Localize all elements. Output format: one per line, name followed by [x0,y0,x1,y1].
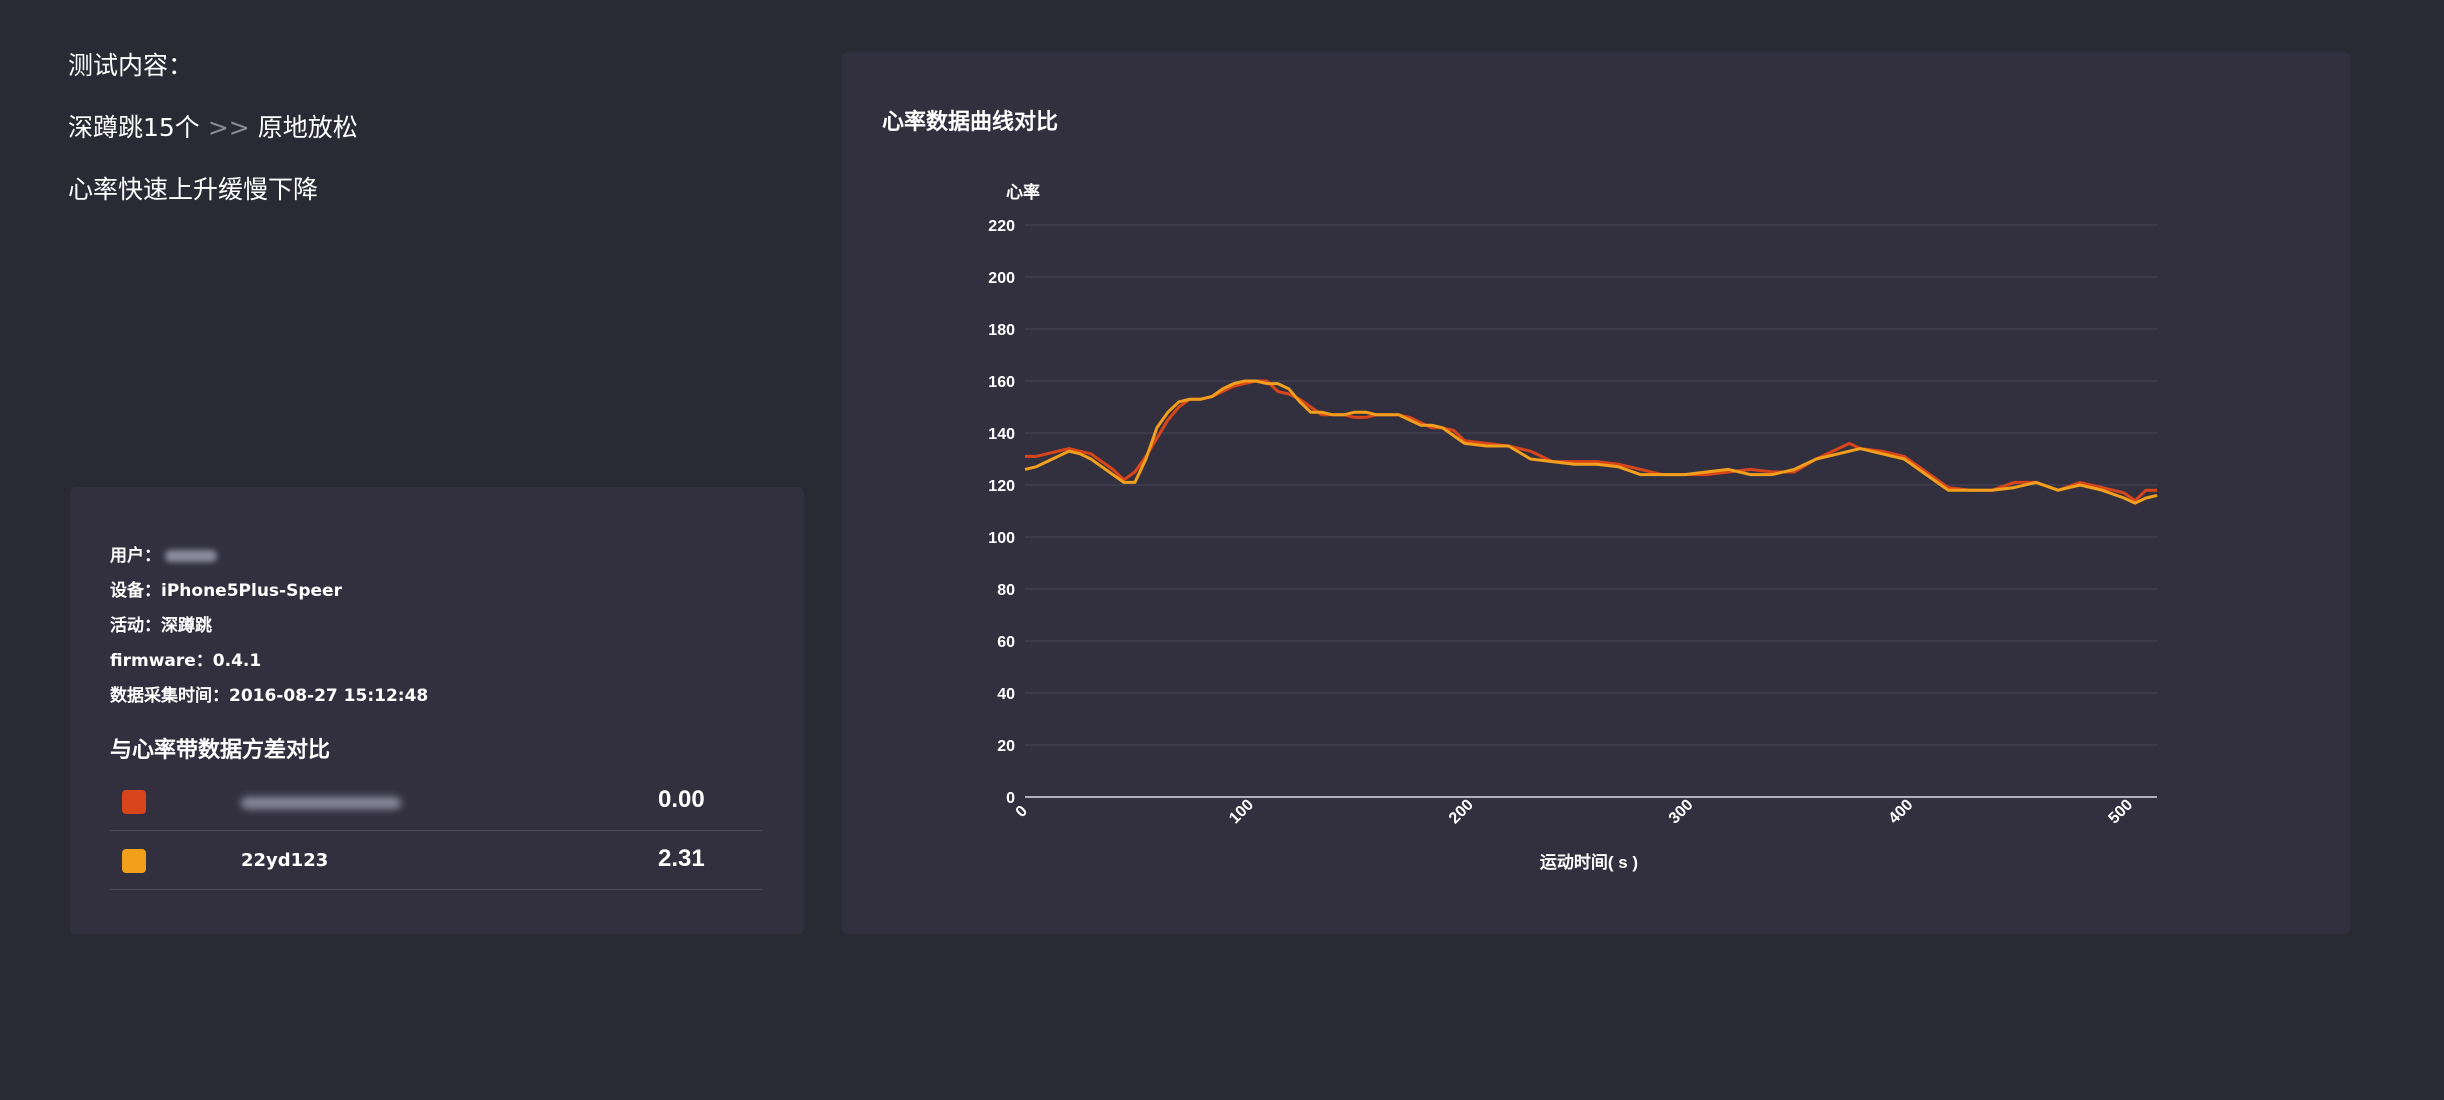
heart-rate-chart: 0 20 40 60 80 100 120 140 160 180 200 220 0 100 200 300… [988,182,2158,872]
user-name-redacted [165,550,217,562]
series-color-swatch [122,849,146,873]
user-label: 用户： [110,546,161,566]
variance-table: 0.00 22yd123 2.31 [110,772,762,890]
variance-value: 0.00 [658,786,705,813]
variance-row: 0.00 [110,772,762,831]
x-tick-label: 400 [1886,796,1917,827]
y-tick-label: 140 [988,426,1015,443]
x-axis-label: 运动时间( s ) [1540,852,1638,872]
series-line [1025,379,2157,503]
y-tick-label: 220 [988,218,1015,235]
firmware-row: firmware：0.4.1 [110,651,262,671]
device-name-redacted [241,797,401,809]
y-axis-label: 心率 [1006,182,1040,202]
capture-time-row: 数据采集时间：2016-08-27 15:12:48 [110,686,429,706]
test-step-1: 深蹲跳15个 [68,113,200,142]
variance-row: 22yd123 2.31 [110,831,762,890]
y-tick-label: 60 [997,634,1015,651]
step-arrow: >> [207,113,250,142]
y-tick-label: 180 [988,322,1015,339]
activity-row: 活动：深蹲跳 [110,616,212,636]
y-tick-label: 100 [988,530,1015,547]
x-tick-label: 100 [1226,796,1257,827]
x-tick-label: 0 [1013,803,1031,821]
user-row: 用户： [110,539,428,574]
y-tick-label: 120 [988,478,1015,495]
test-steps: 深蹲跳15个 >> 原地放松 [68,110,358,146]
chart-title: 心率数据曲线对比 [882,110,1059,135]
series-line [1024,379,2158,505]
y-tick-label: 20 [997,738,1015,755]
x-tick-label: 500 [2105,796,2136,827]
variance-value: 2.31 [658,845,705,872]
device-name: 22yd123 [241,850,329,871]
session-info: 用户： 设备：iPhone5Plus-Speer 活动：深蹲跳 firmware… [110,539,428,714]
y-tick-label: 200 [988,270,1015,287]
test-description: 测试内容： 深蹲跳15个 >> 原地放松 心率快速上升缓慢下降 [68,48,358,234]
y-tick-label: 160 [988,374,1015,391]
test-expectation: 心率快速上升缓慢下降 [68,175,319,204]
y-tick-label: 0 [1006,790,1015,807]
variance-title: 与心率带数据方差对比 [110,738,331,763]
session-info-card: 用户： 设备：iPhone5Plus-Speer 活动：深蹲跳 firmware… [70,487,804,934]
series-color-swatch [122,790,146,814]
y-tick-label: 80 [997,582,1015,599]
test-step-2: 原地放松 [257,113,358,142]
x-tick-label: 200 [1446,796,1477,827]
y-tick-label: 40 [997,686,1015,703]
test-title: 测试内容： [68,51,194,80]
device-row: 设备：iPhone5Plus-Speer [110,581,342,601]
heart-rate-chart-card: 心率数据曲线对比 0 20 40 60 80 100 120 140 160 180 200 220 0… [842,52,2350,934]
x-tick-label: 300 [1666,796,1697,827]
